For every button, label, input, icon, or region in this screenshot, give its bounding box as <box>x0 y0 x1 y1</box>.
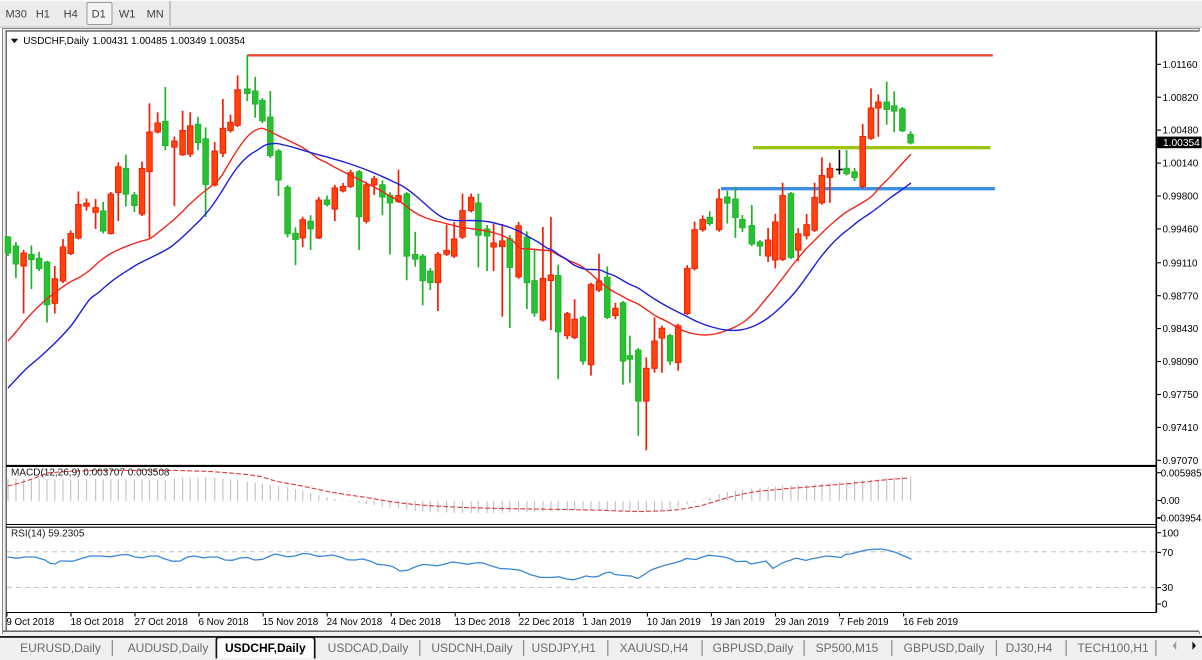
svg-text:0.99800: 0.99800 <box>1163 192 1199 203</box>
svg-text:M30: M30 <box>5 9 26 21</box>
svg-text:6 Nov 2018: 6 Nov 2018 <box>199 617 250 628</box>
svg-text:USDCAD,Daily: USDCAD,Daily <box>328 641 409 655</box>
svg-text:0.98090: 0.98090 <box>1163 357 1199 368</box>
svg-text:1.01160: 1.01160 <box>1163 60 1198 71</box>
svg-text:1 Jan 2019: 1 Jan 2019 <box>583 617 631 628</box>
svg-text:H1: H1 <box>36 9 50 21</box>
svg-text:1.00820: 1.00820 <box>1163 93 1199 104</box>
svg-text:0.98770: 0.98770 <box>1163 291 1199 302</box>
svg-text:10 Jan 2019: 10 Jan 2019 <box>647 617 701 628</box>
svg-text:30: 30 <box>1162 583 1174 594</box>
svg-text:29 Jan 2019: 29 Jan 2019 <box>775 617 829 628</box>
svg-text:USDCNH,Daily: USDCNH,Daily <box>431 641 512 655</box>
svg-text:W1: W1 <box>119 9 136 21</box>
svg-text:0.97410: 0.97410 <box>1163 423 1199 434</box>
svg-text:TECH100,H1: TECH100,H1 <box>1077 641 1149 655</box>
svg-text:XAUUSD,H4: XAUUSD,H4 <box>620 641 689 655</box>
svg-text:0: 0 <box>1162 600 1168 611</box>
svg-text:4 Dec 2018: 4 Dec 2018 <box>391 617 442 628</box>
svg-text:USDCHF,Daily: USDCHF,Daily <box>225 641 306 655</box>
svg-text:1.00431 1.00485 1.00349 1.0035: 1.00431 1.00485 1.00349 1.00354 <box>92 36 245 47</box>
svg-text:0.99460: 0.99460 <box>1163 225 1199 236</box>
svg-text:GBPUSD,Daily: GBPUSD,Daily <box>713 641 794 655</box>
svg-text:13 Dec 2018: 13 Dec 2018 <box>455 617 511 628</box>
svg-text:24 Nov 2018: 24 Nov 2018 <box>327 617 383 628</box>
svg-text:18 Oct 2018: 18 Oct 2018 <box>71 617 125 628</box>
svg-text:7 Feb 2019: 7 Feb 2019 <box>839 617 889 628</box>
svg-text:0.97070: 0.97070 <box>1163 456 1199 467</box>
svg-text:DJ30,H4: DJ30,H4 <box>1006 641 1053 655</box>
svg-text:USDJPY,H1: USDJPY,H1 <box>531 641 596 655</box>
svg-text:9 Oct 2018: 9 Oct 2018 <box>6 617 54 628</box>
svg-text:27 Oct 2018: 27 Oct 2018 <box>135 617 189 628</box>
svg-text:MACD(12,26,9) 0.003707 0.00350: MACD(12,26,9) 0.003707 0.003508 <box>11 468 170 479</box>
svg-text:100: 100 <box>1162 528 1179 539</box>
svg-text:0.00: 0.00 <box>1161 496 1181 507</box>
svg-text:0.005985: 0.005985 <box>1161 468 1202 479</box>
svg-text:1.00354: 1.00354 <box>1163 138 1200 149</box>
svg-text:0.98430: 0.98430 <box>1163 324 1199 335</box>
svg-text:70: 70 <box>1162 548 1174 559</box>
svg-text:1.00140: 1.00140 <box>1163 159 1199 170</box>
svg-text:D1: D1 <box>92 9 106 21</box>
svg-text:GBPUSD,Daily: GBPUSD,Daily <box>904 641 985 655</box>
svg-text:AUDUSD,Daily: AUDUSD,Daily <box>128 641 209 655</box>
svg-text:EURUSD,Daily: EURUSD,Daily <box>20 641 101 655</box>
svg-text:SP500,M15: SP500,M15 <box>816 641 879 655</box>
svg-text:22 Dec 2018: 22 Dec 2018 <box>519 617 575 628</box>
svg-text:MN: MN <box>147 9 164 21</box>
svg-text:0.99110: 0.99110 <box>1163 258 1198 269</box>
svg-text:15 Nov 2018: 15 Nov 2018 <box>263 617 319 628</box>
svg-text:-0.003954: -0.003954 <box>1157 513 1202 524</box>
svg-text:1.00480: 1.00480 <box>1163 126 1199 137</box>
svg-text:RSI(14) 59.2305: RSI(14) 59.2305 <box>11 529 85 540</box>
svg-text:0.97750: 0.97750 <box>1163 390 1199 401</box>
svg-text:16 Feb 2019: 16 Feb 2019 <box>903 617 958 628</box>
svg-text:H4: H4 <box>64 9 78 21</box>
svg-text:USDCHF,Daily: USDCHF,Daily <box>23 36 89 47</box>
svg-text:19 Jan 2019: 19 Jan 2019 <box>711 617 765 628</box>
